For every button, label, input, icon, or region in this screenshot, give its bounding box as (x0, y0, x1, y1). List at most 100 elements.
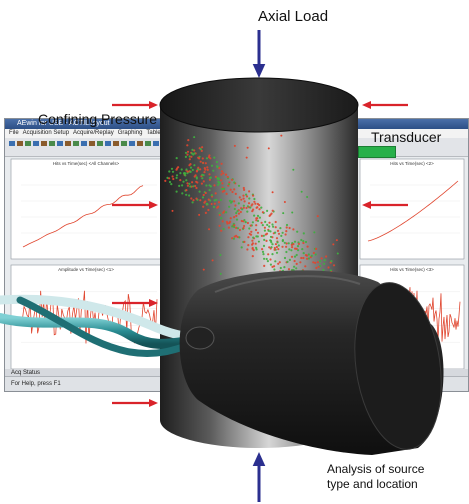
ae-event (293, 259, 296, 263)
ae-event (248, 190, 251, 193)
ae-event (267, 147, 270, 150)
ae-event (256, 214, 260, 217)
ae-event (292, 243, 295, 246)
ae-event (277, 248, 280, 251)
toolbar-icon[interactable] (81, 141, 87, 146)
toolbar-icon[interactable] (145, 141, 151, 146)
ae-event (302, 241, 305, 245)
ae-event (235, 211, 238, 215)
ae-event (237, 184, 241, 187)
ae-event (238, 196, 241, 199)
ae-event (185, 189, 188, 192)
chart-panels: Hits vs Time(sec) <All Channels> Hits vs … (10, 158, 465, 370)
toolbar-icon[interactable] (89, 141, 95, 146)
ae-event (269, 258, 272, 261)
ae-event (207, 198, 210, 201)
ae-event (213, 202, 216, 205)
transducer-connector (185, 326, 215, 350)
ae-event (202, 180, 205, 183)
ae-event (186, 144, 189, 147)
ae-event (206, 203, 209, 206)
ae-event (263, 264, 266, 267)
ae-event (175, 157, 178, 160)
confining-arrow-right (362, 100, 408, 110)
ae-event (231, 225, 234, 228)
ae-event (271, 243, 274, 246)
menu-item[interactable]: File (9, 130, 19, 136)
toolbar-icon[interactable] (105, 141, 111, 146)
ae-event (251, 203, 254, 206)
ae-event (281, 245, 284, 248)
ae-event (192, 199, 195, 202)
menu-item[interactable]: Graphing (117, 130, 143, 136)
ae-event (191, 168, 194, 172)
toolbar-icon[interactable] (65, 141, 71, 146)
ae-event (220, 229, 223, 232)
toolbar-icon[interactable] (153, 141, 159, 146)
ae-event (228, 181, 231, 184)
ae-event (316, 215, 319, 218)
ae-event (203, 201, 206, 204)
ae-event (285, 242, 288, 245)
ae-event (215, 160, 219, 164)
axial-load-arrow-bottom (252, 452, 266, 502)
ae-event (230, 178, 234, 181)
ae-event (251, 239, 254, 242)
ae-event (286, 260, 289, 263)
ae-event (242, 194, 245, 197)
ae-event (238, 228, 241, 232)
ae-event (248, 227, 251, 230)
ae-event (306, 257, 309, 260)
ae-event (202, 268, 205, 271)
ae-event (171, 170, 175, 173)
ae-event (184, 155, 187, 158)
toolbar-icon[interactable] (41, 141, 47, 146)
toolbar-icon[interactable] (25, 141, 31, 146)
toolbar-icon[interactable] (121, 141, 127, 146)
ae-event (168, 177, 171, 180)
toolbar-icon[interactable] (17, 141, 23, 146)
ae-event (300, 256, 303, 260)
toolbar-icon[interactable] (9, 141, 15, 146)
menu-item[interactable]: Tables (146, 130, 164, 136)
ae-event (188, 182, 191, 185)
ae-event (193, 136, 196, 139)
ae-event (245, 193, 248, 196)
ae-event (247, 244, 250, 247)
menu-item[interactable]: Acquire/Replay (73, 130, 114, 136)
ae-event (287, 268, 291, 271)
transducer-sensor (179, 270, 444, 455)
ae-event (223, 189, 226, 192)
ae-event (210, 202, 213, 205)
toolbar-icon[interactable] (73, 141, 79, 146)
toolbar-icon[interactable] (113, 141, 119, 146)
toolbar-icon[interactable] (49, 141, 55, 146)
ae-event (191, 181, 194, 184)
ae-event (273, 268, 276, 271)
ae-event (283, 256, 287, 260)
ae-event (190, 155, 193, 158)
ae-event (170, 183, 173, 186)
ae-event (271, 209, 274, 212)
toolbar-icon[interactable] (33, 141, 39, 146)
transducer-status-indicator[interactable] (358, 146, 396, 158)
ae-event (222, 227, 225, 231)
ae-event (225, 211, 228, 214)
ae-event (223, 187, 226, 190)
ae-event (207, 208, 210, 212)
analysis-label-line1: Analysis of source (327, 462, 425, 476)
ae-event (323, 259, 326, 262)
ae-event (316, 261, 319, 264)
toolbar-icon[interactable] (129, 141, 135, 146)
ae-event (187, 139, 190, 142)
toolbar-icon[interactable] (97, 141, 103, 146)
ae-event (265, 257, 268, 261)
menu-item[interactable]: Acquisition Setup (22, 130, 70, 136)
ae-event (314, 261, 317, 264)
toolbar-icon[interactable] (57, 141, 63, 146)
ae-event (277, 262, 280, 265)
ae-event (256, 219, 260, 222)
tab-acq-status[interactable]: Acq Status (11, 370, 41, 376)
ae-event (212, 169, 215, 172)
toolbar-icon[interactable] (137, 141, 143, 146)
